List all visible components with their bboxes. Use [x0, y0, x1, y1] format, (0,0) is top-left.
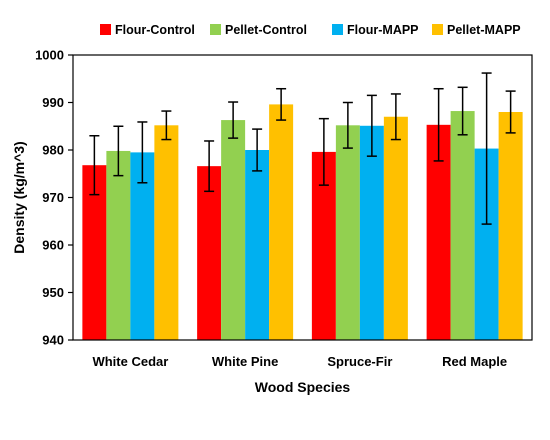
legend-swatch-flour-mapp [332, 24, 343, 35]
y-tick-label: 940 [42, 333, 64, 348]
bar-flour-control-1 [197, 166, 222, 340]
legend-swatch-pellet-mapp [432, 24, 443, 35]
bar-pellet-control-0 [106, 150, 131, 340]
legend-label: Pellet-MAPP [447, 23, 521, 37]
legend-swatch-pellet-control [210, 24, 221, 35]
axes: White Cedar White Pine Spruce-Fir Red Maple… [35, 48, 533, 369]
bar-pellet-control-2 [335, 125, 360, 340]
bar-pellet-mapp-2 [383, 116, 408, 340]
y-tick-label: 990 [42, 95, 64, 110]
plot-area [82, 72, 523, 341]
bar-flour-mapp-1 [245, 150, 270, 340]
y-tick-label: 980 [42, 143, 64, 158]
legend-label: Flour-MAPP [347, 23, 419, 37]
y-tick-label: 950 [42, 285, 64, 300]
bar-flour-mapp-2 [359, 125, 384, 341]
bar-pellet-control-3 [450, 111, 475, 340]
legend-swatch-flour-control [100, 24, 111, 35]
x-axis-title: Wood Species [255, 379, 351, 395]
bar-flour-mapp-0 [130, 152, 155, 340]
bar-pellet-mapp-0 [154, 125, 179, 340]
x-tick-label: White Pine [212, 354, 278, 369]
legend: Flour-Control Pellet-Control Flour-MAPP Pel… [100, 23, 521, 37]
x-tick-label: Red Maple [442, 354, 507, 369]
bar-pellet-mapp-3 [498, 112, 523, 340]
bar-pellet-control-1 [221, 120, 246, 340]
y-tick-label: 1000 [35, 48, 64, 63]
x-tick-label: Spruce-Fir [327, 354, 392, 369]
bar-pellet-mapp-1 [269, 104, 294, 341]
x-tick-label: White Cedar [92, 354, 168, 369]
legend-label: Flour-Control [115, 23, 195, 37]
y-tick-label: 960 [42, 238, 64, 253]
y-axis-title: Density (kg/m^3) [11, 141, 27, 253]
legend-label: Pellet-Control [225, 23, 307, 37]
y-tick-label: 970 [42, 190, 64, 205]
